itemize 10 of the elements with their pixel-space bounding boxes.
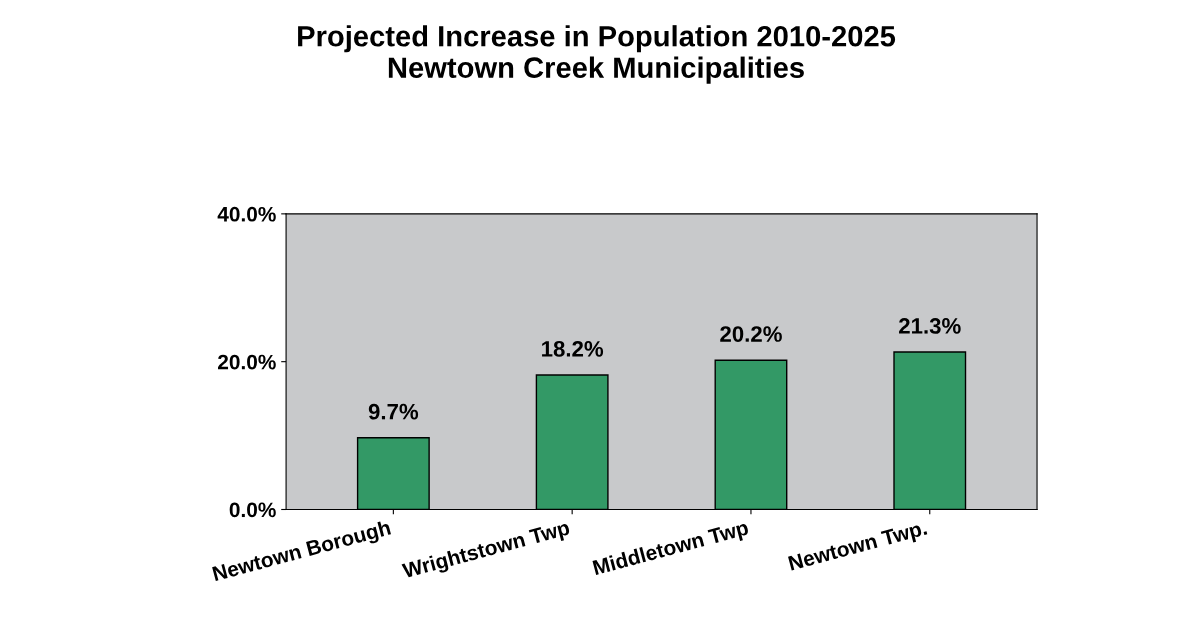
data-label: 18.2% [542, 340, 604, 357]
x-tick-label: Newtown Borough [211, 519, 393, 586]
y-tick-label: 40.0% [217, 206, 276, 222]
y-tick-label: 20.0% [218, 354, 276, 370]
x-tick-label: Newtown Twp. [788, 520, 929, 575]
chart-title: Projected Increase in Population 2010-2025 Newtown Creek Municipalities [298, 25, 896, 84]
data-label: 21.3% [899, 318, 961, 334]
data-label: 9.7% [368, 403, 419, 420]
data-label: 20.2% [720, 326, 782, 342]
y-tick-label: 0.0% [229, 502, 276, 518]
